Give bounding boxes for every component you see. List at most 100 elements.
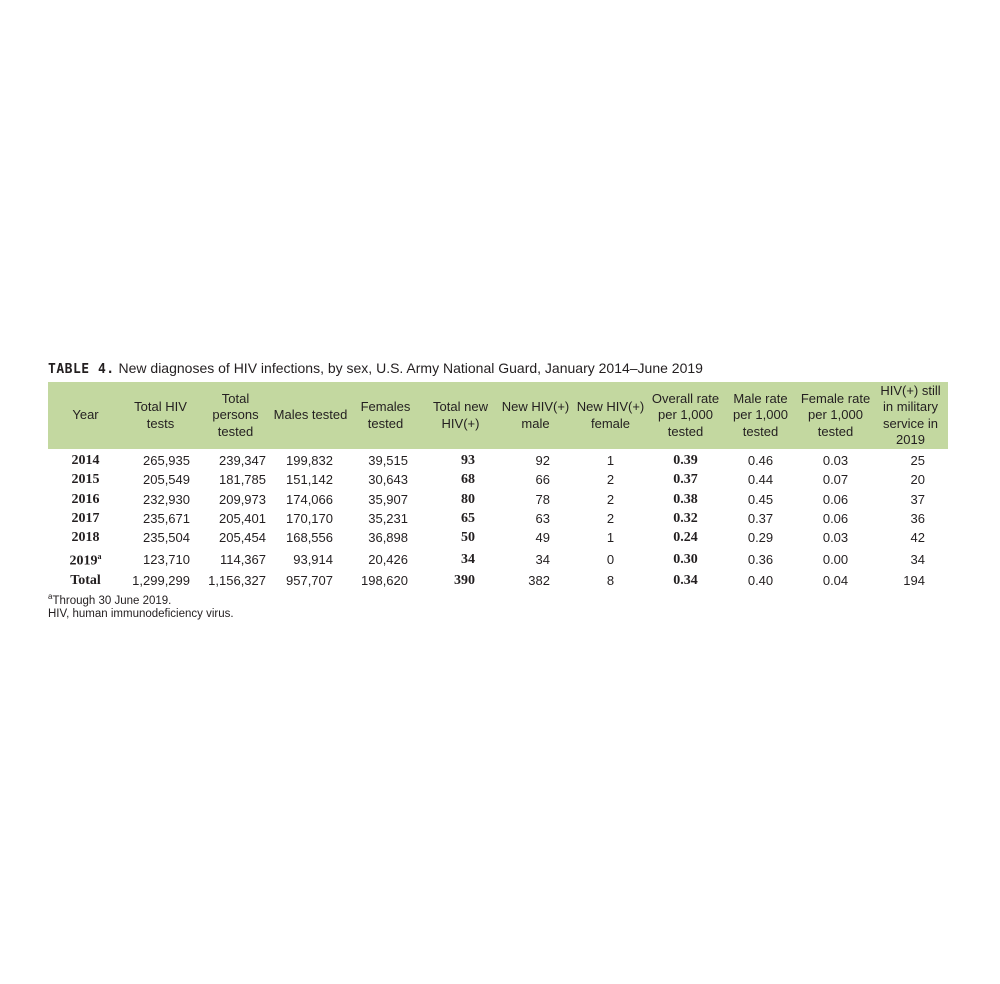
table-cell: 151,142	[286, 472, 333, 488]
table-cell: 2	[606, 472, 615, 488]
table-caption: New diagnoses of HIV infections, by sex,…	[118, 360, 703, 376]
table-cell: 34	[910, 551, 925, 567]
column-header: Females tested	[348, 382, 423, 449]
table-cell: 181,785	[219, 472, 266, 488]
table-cell: 35,907	[368, 491, 408, 507]
table-row: 2014 265,935 239,347 199,832 39,515 93 92 1 0.39…	[48, 449, 948, 470]
table-cell: 2	[606, 511, 615, 527]
table-cell: 194	[903, 573, 925, 589]
table-cell: 239,347	[219, 453, 266, 469]
table-cell: 205,401	[219, 511, 266, 527]
footnote-abbreviation: HIV, human immunodeficiency virus.	[48, 608, 234, 621]
table-cell: 0.39	[673, 453, 698, 469]
table-cell: 36,898	[368, 530, 408, 546]
table-cell: 0.34	[673, 573, 698, 589]
year-cell: Total	[70, 573, 101, 589]
column-header: Total HIV tests	[123, 382, 198, 449]
table-cell: 1	[606, 530, 615, 546]
header-row: Year Total HIV tests Total persons tested M…	[48, 382, 948, 449]
table-cell: 49	[535, 530, 550, 546]
table-cell: 209,973	[219, 491, 266, 507]
column-header: Males tested	[273, 382, 348, 449]
table-label: TABLE 4.	[48, 362, 115, 377]
table-cell: 205,454	[219, 530, 266, 546]
year-cell: 2015	[71, 472, 100, 488]
table-title: TABLE 4. New diagnoses of HIV infections…	[48, 360, 703, 377]
table-cell: 0.32	[673, 511, 698, 527]
hiv-diagnoses-table: Year Total HIV tests Total persons tested M…	[48, 382, 948, 590]
table-row: 2017 235,671 205,401 170,170 35,231 65 63 2 0.32…	[48, 509, 948, 528]
year-cell: 2019a	[69, 552, 102, 570]
column-header: New HIV(+) female	[573, 382, 648, 449]
table-cell: 0.06	[822, 491, 849, 507]
footnotes: aThrough 30 June 2019. HIV, human immuno…	[48, 590, 234, 622]
table-cell: 50	[461, 530, 475, 546]
table-cell: 232,930	[143, 491, 190, 507]
year-cell: 2017	[71, 511, 100, 527]
table-cell: 0.03	[822, 453, 849, 469]
table-cell: 37	[910, 491, 925, 507]
table-cell: 957,707	[286, 573, 333, 589]
table-cell: 235,671	[143, 511, 190, 527]
year-cell: 2018	[71, 530, 100, 546]
table-cell: 235,504	[143, 530, 190, 546]
table-cell: 8	[606, 573, 615, 589]
table-cell: 0.30	[673, 551, 698, 567]
table-cell: 36	[910, 511, 925, 527]
table-cell: 0.07	[822, 472, 849, 488]
table-cell: 198,620	[361, 573, 408, 589]
table-cell: 0.46	[747, 453, 774, 469]
column-header: New HIV(+) male	[498, 382, 573, 449]
table-cell: 0.37	[747, 511, 774, 527]
table-cell: 30,643	[368, 472, 408, 488]
table-cell: 63	[535, 511, 550, 527]
table-cell: 66	[535, 472, 550, 488]
column-header: Overall rate per 1,000 tested	[648, 382, 723, 449]
table-cell: 382	[528, 573, 550, 589]
column-header: Male rate per 1,000 tested	[723, 382, 798, 449]
table-cell: 0	[606, 551, 615, 567]
table-cell: 20	[910, 472, 925, 488]
table-cell: 0.06	[822, 511, 849, 527]
table-cell: 174,066	[286, 491, 333, 507]
table-cell: 68	[461, 472, 475, 488]
table-cell: 2	[606, 491, 615, 507]
table-row: 2019a 123,710 114,367 93,914 20,426 34 34 0 0.30…	[48, 547, 948, 571]
column-header: Total persons tested	[198, 382, 273, 449]
table-cell: 0.44	[747, 472, 774, 488]
column-header: Year	[48, 382, 123, 449]
table-cell: 42	[910, 530, 925, 546]
table-cell: 0.37	[673, 472, 698, 488]
table-cell: 0.00	[822, 551, 849, 567]
table-cell: 390	[454, 573, 475, 589]
table-cell: 25	[910, 453, 925, 469]
table-cell: 114,367	[219, 551, 266, 567]
table-row: 2016 232,930 209,973 174,066 35,907 80 78 2 0.38…	[48, 490, 948, 509]
table-cell: 20,426	[368, 551, 408, 567]
table-cell: 0.04	[822, 573, 849, 589]
table-cell: 92	[535, 453, 550, 469]
table-cell: 0.40	[747, 573, 774, 589]
table-cell: 93	[461, 453, 475, 469]
table-cell: 1,299,299	[132, 573, 190, 589]
table-cell: 39,515	[368, 453, 408, 469]
column-header: Total new HIV(+)	[423, 382, 498, 449]
table-cell: 34	[461, 551, 475, 567]
column-header: HIV(+) still in military service in 2019	[873, 382, 948, 449]
table-cell: 0.36	[747, 551, 774, 567]
table-cell: 93,914	[293, 551, 333, 567]
table-cell: 0.29	[747, 530, 774, 546]
table-cell: 0.03	[822, 530, 849, 546]
table-cell: 0.24	[673, 530, 698, 546]
column-header: Female rate per 1,000 tested	[798, 382, 873, 449]
table-cell: 78	[535, 491, 550, 507]
table-cell: 65	[461, 511, 475, 527]
table-cell: 168,556	[286, 530, 333, 546]
table-cell: 170,170	[286, 511, 333, 527]
table-cell: 205,549	[143, 472, 190, 488]
year-cell: 2016	[71, 491, 100, 507]
table-cell: 0.38	[673, 491, 698, 507]
table-cell: 1	[606, 453, 615, 469]
footnote-a: aThrough 30 June 2019.	[48, 592, 172, 607]
table-row: Total 1,299,299 1,156,327 957,707 198,620 390…	[48, 571, 948, 590]
